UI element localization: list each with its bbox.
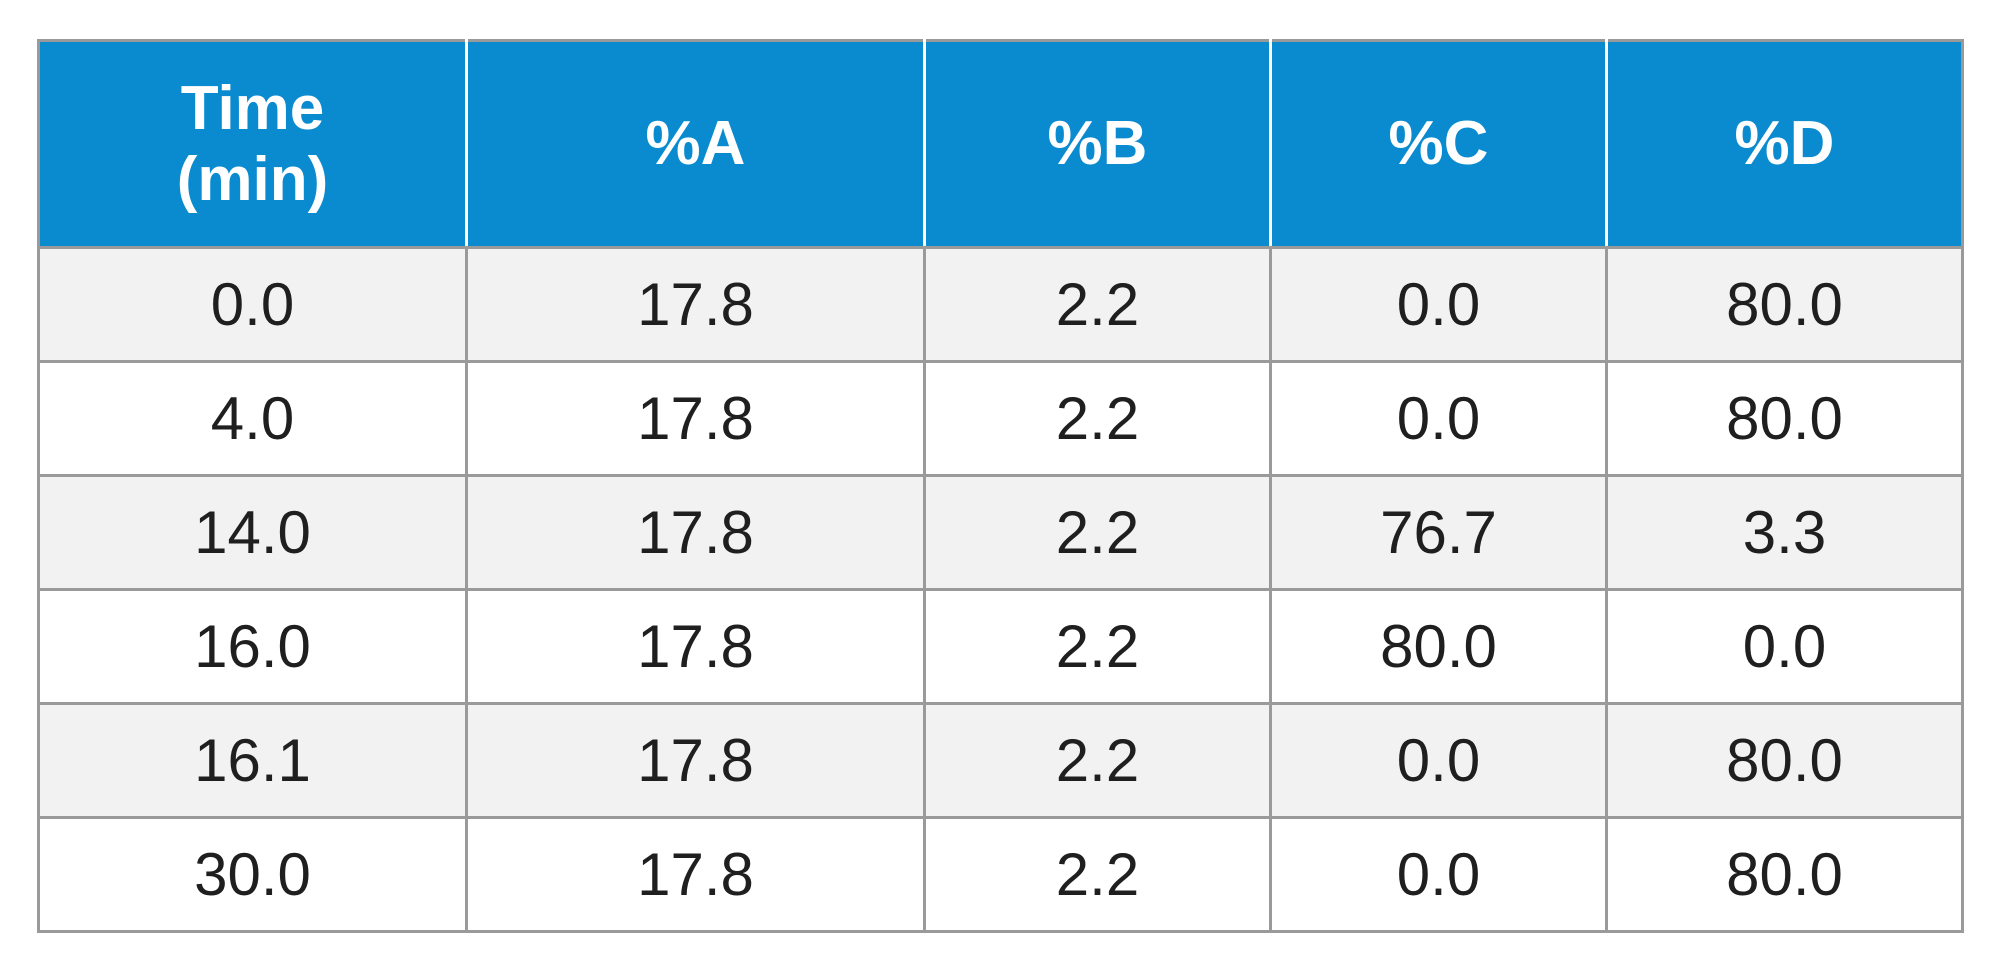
cell-c: 76.7 xyxy=(1269,474,1608,591)
gradient-table: Time (min) %A %B %C %D 0.0 17.8 2.2 0.0 … xyxy=(37,39,1964,933)
cell-a: 17.8 xyxy=(465,360,926,477)
table-row: 0.0 17.8 2.2 0.0 80.0 xyxy=(37,246,1964,363)
table-header: Time (min) %A %B %C %D xyxy=(37,39,1964,249)
cell-d: 0.0 xyxy=(1605,588,1964,705)
cell-d: 80.0 xyxy=(1605,702,1964,819)
header-row: Time (min) %A %B %C %D xyxy=(37,39,1964,249)
cell-a: 17.8 xyxy=(465,246,926,363)
header-d: %D xyxy=(1605,39,1964,249)
cell-b: 2.2 xyxy=(923,360,1272,477)
table-row: 30.0 17.8 2.2 0.0 80.0 xyxy=(37,816,1964,933)
table-row: 4.0 17.8 2.2 0.0 80.0 xyxy=(37,360,1964,477)
cell-c: 0.0 xyxy=(1269,816,1608,933)
table-body: 0.0 17.8 2.2 0.0 80.0 4.0 17.8 2.2 0.0 8… xyxy=(37,246,1964,933)
cell-time: 14.0 xyxy=(37,474,468,591)
gradient-table-container: Time (min) %A %B %C %D 0.0 17.8 2.2 0.0 … xyxy=(37,39,1964,933)
cell-time: 30.0 xyxy=(37,816,468,933)
header-time-line1: Time xyxy=(180,73,325,143)
table-row: 14.0 17.8 2.2 76.7 3.3 xyxy=(37,474,1964,591)
cell-b: 2.2 xyxy=(923,588,1272,705)
cell-a: 17.8 xyxy=(465,702,926,819)
cell-b: 2.2 xyxy=(923,702,1272,819)
header-time: Time (min) xyxy=(37,39,468,249)
cell-b: 2.2 xyxy=(923,474,1272,591)
cell-c: 0.0 xyxy=(1269,702,1608,819)
cell-a: 17.8 xyxy=(465,588,926,705)
cell-a: 17.8 xyxy=(465,816,926,933)
cell-d: 80.0 xyxy=(1605,816,1964,933)
cell-b: 2.2 xyxy=(923,246,1272,363)
cell-d: 80.0 xyxy=(1605,246,1964,363)
cell-c: 0.0 xyxy=(1269,360,1608,477)
table-row: 16.0 17.8 2.2 80.0 0.0 xyxy=(37,588,1964,705)
header-b: %B xyxy=(923,39,1272,249)
cell-time: 16.1 xyxy=(37,702,468,819)
cell-time: 16.0 xyxy=(37,588,468,705)
cell-time: 0.0 xyxy=(37,246,468,363)
cell-b: 2.2 xyxy=(923,816,1272,933)
table-row: 16.1 17.8 2.2 0.0 80.0 xyxy=(37,702,1964,819)
cell-c: 80.0 xyxy=(1269,588,1608,705)
cell-time: 4.0 xyxy=(37,360,468,477)
cell-d: 3.3 xyxy=(1605,474,1964,591)
header-c: %C xyxy=(1269,39,1608,249)
cell-a: 17.8 xyxy=(465,474,926,591)
header-a: %A xyxy=(465,39,926,249)
header-time-line2: (min) xyxy=(176,145,329,214)
cell-d: 80.0 xyxy=(1605,360,1964,477)
cell-c: 0.0 xyxy=(1269,246,1608,363)
